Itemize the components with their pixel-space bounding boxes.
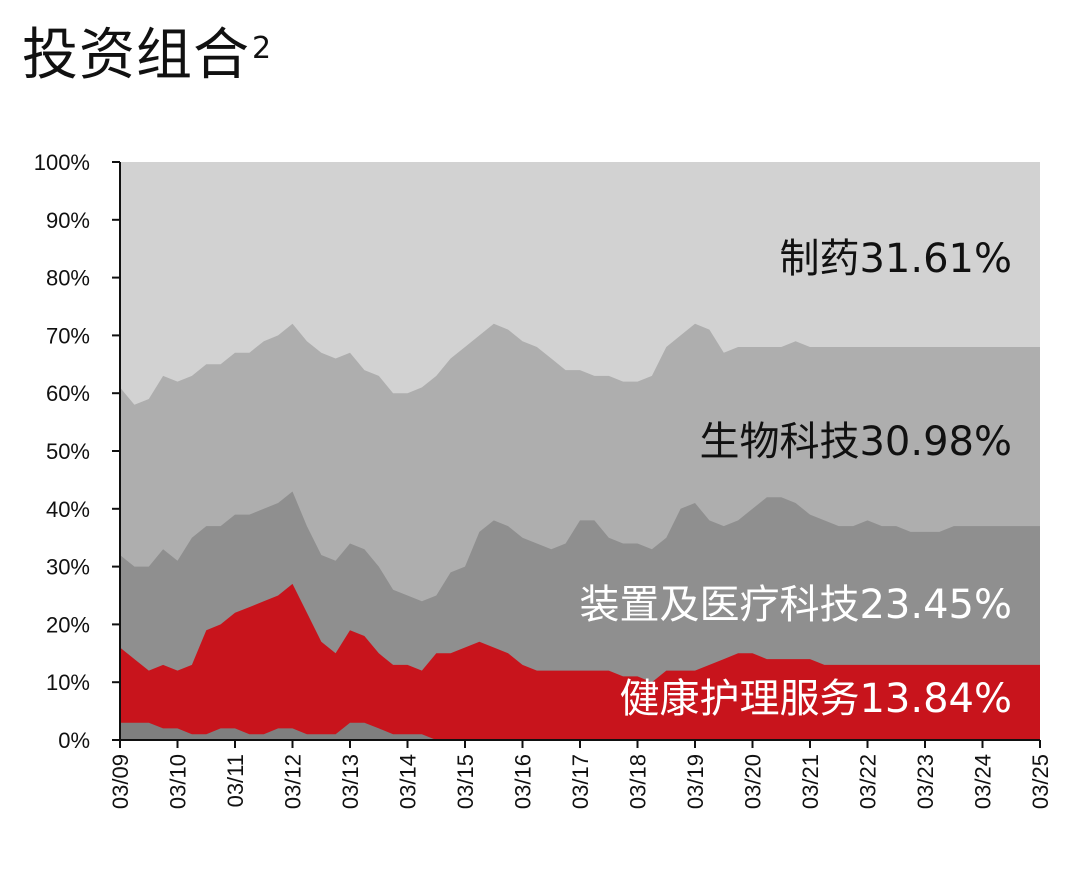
x-tick-label: 03/24 (971, 754, 996, 809)
x-tick-label: 03/09 (108, 754, 133, 809)
x-tick-label: 03/16 (511, 754, 536, 809)
y-tick-label: 30% (46, 555, 90, 580)
x-tick-label: 03/17 (568, 754, 593, 809)
y-tick-label: 100% (34, 150, 90, 175)
y-tick-label: 50% (46, 439, 90, 464)
x-tick-label: 03/13 (338, 754, 363, 809)
y-tick-label: 70% (46, 323, 90, 348)
y-tick-label: 90% (46, 208, 90, 233)
y-tick-label: 60% (46, 381, 90, 406)
y-tick-label: 40% (46, 497, 90, 522)
x-tick-label: 03/11 (223, 754, 248, 807)
x-tick-label: 03/25 (1028, 754, 1053, 809)
x-tick-label: 03/14 (396, 754, 421, 809)
x-tick-label: 03/19 (683, 754, 708, 809)
y-tick-label: 80% (46, 266, 90, 291)
area-layers (120, 162, 1040, 740)
x-tick-label: 03/18 (626, 754, 651, 809)
x-tick-label: 03/12 (281, 754, 306, 809)
x-tick-label: 03/10 (166, 754, 191, 809)
series-label-3: 制药31.61% (779, 236, 1012, 282)
x-tick-label: 03/15 (453, 754, 478, 809)
area-bottom-band (120, 722, 1040, 740)
axes (112, 161, 1041, 748)
series-label-0: 健康护理服务13.84% (619, 676, 1012, 722)
chart-title-superscript: 2 (252, 31, 273, 66)
area-series-0 (120, 583, 1040, 740)
x-tick-label: 03/22 (856, 754, 881, 809)
series-label-1: 装置及医疗科技23.45% (579, 582, 1012, 628)
series-labels: 健康护理服务13.84% 装置及医疗科技23.45% 生物科技30.98% 制药31.… (579, 236, 1012, 722)
y-tick-label: 10% (46, 670, 90, 695)
y-tick-label: 20% (46, 612, 90, 637)
tick-labels: 0% 10% 20% 30% 40% 50% 60% 70% 80% 90% 100% 03/09 03… (34, 150, 1053, 809)
x-tick-label: 03/20 (741, 754, 766, 809)
chart-title: 投资组合2 (22, 28, 272, 84)
x-tick-label: 03/23 (913, 754, 938, 809)
x-tick-label: 03/21 (798, 754, 823, 809)
y-tick-label: 0% (58, 728, 90, 753)
series-label-2: 生物科技30.98% (699, 419, 1012, 465)
chart-title-text: 投资组合 (22, 23, 250, 88)
